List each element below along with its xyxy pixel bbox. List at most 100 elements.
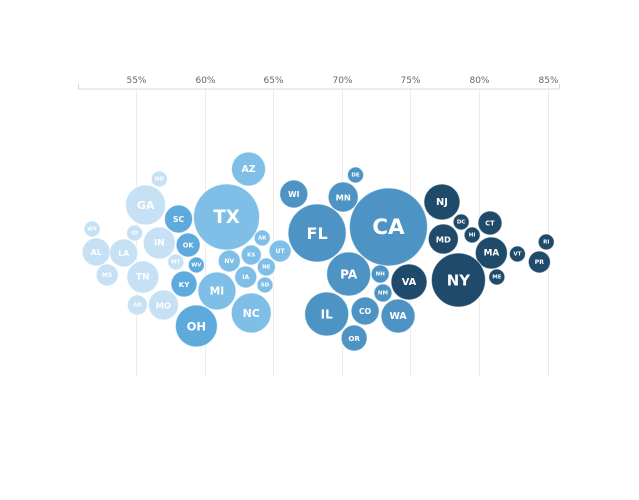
bubble-circle[interactable] bbox=[268, 239, 292, 263]
bubble-tx[interactable]: TX bbox=[193, 183, 261, 251]
bubble-ri[interactable]: RI bbox=[537, 233, 555, 251]
bubble-pr[interactable]: PR bbox=[527, 250, 551, 274]
bubble-circle[interactable] bbox=[109, 238, 139, 268]
bubble-nm[interactable]: NM bbox=[373, 283, 393, 303]
bubble-vt[interactable]: VT bbox=[508, 245, 526, 263]
bubble-ky[interactable]: KY bbox=[170, 270, 198, 298]
bubble-circle[interactable] bbox=[380, 298, 416, 334]
bubble-sc[interactable]: SC bbox=[164, 204, 194, 234]
bubble-circle[interactable] bbox=[304, 291, 350, 337]
bubble-circle[interactable] bbox=[427, 223, 459, 255]
bubble-circle[interactable] bbox=[537, 233, 555, 251]
bubble-me[interactable]: ME bbox=[488, 268, 506, 286]
bubble-mn[interactable]: MN bbox=[327, 181, 359, 213]
bubble-ok[interactable]: OK bbox=[175, 232, 201, 258]
bubble-hi[interactable]: HI bbox=[463, 226, 481, 244]
bubble-circle[interactable] bbox=[390, 263, 428, 301]
bubble-circle[interactable] bbox=[170, 270, 198, 298]
bubble-ms[interactable]: MS bbox=[95, 263, 119, 287]
bubble-la[interactable]: LA bbox=[109, 238, 139, 268]
bubble-oh[interactable]: OH bbox=[174, 304, 218, 348]
bubble-wy[interactable]: WY bbox=[83, 220, 101, 238]
bubble-circle[interactable] bbox=[348, 187, 428, 267]
bubble-circle[interactable] bbox=[174, 304, 218, 348]
bubble-circle[interactable] bbox=[197, 271, 237, 311]
bubble-az[interactable]: AZ bbox=[231, 151, 267, 187]
bubble-or[interactable]: OR bbox=[340, 324, 368, 352]
bubble-circle[interactable] bbox=[370, 264, 390, 284]
bubble-circle[interactable] bbox=[474, 236, 508, 270]
bubble-nj[interactable]: NJ bbox=[423, 183, 461, 221]
bubble-circle[interactable] bbox=[350, 296, 380, 326]
bubble-circle[interactable] bbox=[230, 292, 272, 334]
bubble-circle[interactable] bbox=[95, 263, 119, 287]
bubble-nh[interactable]: NH bbox=[370, 264, 390, 284]
bubble-ct[interactable]: CT bbox=[477, 210, 503, 236]
bubble-ak[interactable]: AK bbox=[253, 229, 271, 247]
bubble-circle[interactable] bbox=[256, 276, 274, 294]
bubble-circle[interactable] bbox=[175, 232, 201, 258]
bubble-circle[interactable] bbox=[253, 229, 271, 247]
bubble-ut[interactable]: UT bbox=[268, 239, 292, 263]
bubble-circle[interactable] bbox=[125, 184, 167, 226]
bubble-circle[interactable] bbox=[150, 170, 168, 188]
bubble-circle[interactable] bbox=[423, 183, 461, 221]
bubble-circle[interactable] bbox=[126, 260, 160, 294]
bubble-fl[interactable]: FL bbox=[287, 203, 347, 263]
bubble-nd[interactable]: ND bbox=[150, 170, 168, 188]
bubble-circle[interactable] bbox=[217, 249, 241, 273]
bubble-circle[interactable] bbox=[477, 210, 503, 236]
bubble-circle[interactable] bbox=[340, 324, 368, 352]
bubble-co[interactable]: CO bbox=[350, 296, 380, 326]
bubble-ga[interactable]: GA bbox=[125, 184, 167, 226]
bubble-id[interactable]: ID bbox=[126, 224, 144, 242]
bubble-nv[interactable]: NV bbox=[217, 249, 241, 273]
bubble-dc[interactable]: DC bbox=[452, 213, 470, 231]
bubble-circle[interactable] bbox=[373, 283, 393, 303]
bubble-ar[interactable]: AR bbox=[126, 294, 148, 316]
bubble-wa[interactable]: WA bbox=[380, 298, 416, 334]
bubble-circle[interactable] bbox=[83, 220, 101, 238]
bubble-ny[interactable]: NY bbox=[430, 252, 486, 308]
bubble-circle[interactable] bbox=[126, 294, 148, 316]
bubble-circle[interactable] bbox=[231, 151, 267, 187]
bubble-circle[interactable] bbox=[488, 268, 506, 286]
bubble-wv[interactable]: WV bbox=[187, 256, 205, 274]
bubble-in[interactable]: IN bbox=[142, 226, 176, 260]
bubble-al[interactable]: AL bbox=[81, 237, 111, 267]
bubble-circle[interactable] bbox=[167, 253, 185, 271]
bubble-circle[interactable] bbox=[256, 257, 276, 277]
bubble-ca[interactable]: CA bbox=[348, 187, 428, 267]
bubble-va[interactable]: VA bbox=[390, 263, 428, 301]
bubble-mo[interactable]: MO bbox=[147, 289, 179, 321]
bubble-circle[interactable] bbox=[327, 181, 359, 213]
bubble-ks[interactable]: KS bbox=[240, 244, 262, 266]
bubble-circle[interactable] bbox=[527, 250, 551, 274]
bubble-circle[interactable] bbox=[126, 224, 144, 242]
bubble-circle[interactable] bbox=[452, 213, 470, 231]
bubble-mi[interactable]: MI bbox=[197, 271, 237, 311]
bubble-nc[interactable]: NC bbox=[230, 292, 272, 334]
bubble-sd[interactable]: SD bbox=[256, 276, 274, 294]
bubble-circle[interactable] bbox=[279, 179, 309, 209]
bubble-circle[interactable] bbox=[326, 251, 372, 297]
bubble-circle[interactable] bbox=[463, 226, 481, 244]
bubble-circle[interactable] bbox=[430, 252, 486, 308]
bubble-il[interactable]: IL bbox=[304, 291, 350, 337]
bubble-circle[interactable] bbox=[508, 245, 526, 263]
bubble-circle[interactable] bbox=[142, 226, 176, 260]
bubble-circle[interactable] bbox=[240, 244, 262, 266]
bubble-circle[interactable] bbox=[287, 203, 347, 263]
bubble-ia[interactable]: IA bbox=[234, 265, 258, 289]
bubble-mt[interactable]: MT bbox=[167, 253, 185, 271]
bubble-circle[interactable] bbox=[187, 256, 205, 274]
bubble-circle[interactable] bbox=[234, 265, 258, 289]
bubble-circle[interactable] bbox=[347, 166, 365, 184]
bubble-wi[interactable]: WI bbox=[279, 179, 309, 209]
bubble-tn[interactable]: TN bbox=[126, 260, 160, 294]
bubble-pa[interactable]: PA bbox=[326, 251, 372, 297]
bubble-circle[interactable] bbox=[147, 289, 179, 321]
bubble-md[interactable]: MD bbox=[427, 223, 459, 255]
bubble-circle[interactable] bbox=[164, 204, 194, 234]
bubble-de[interactable]: DE bbox=[347, 166, 365, 184]
